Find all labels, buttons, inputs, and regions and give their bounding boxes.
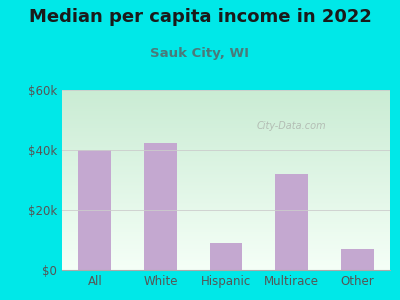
- Bar: [275, 174, 308, 270]
- Text: City-Data.com: City-Data.com: [257, 121, 326, 131]
- Text: Sauk City, WI: Sauk City, WI: [150, 46, 250, 59]
- Text: Median per capita income in 2022: Median per capita income in 2022: [28, 8, 372, 26]
- Bar: [341, 249, 374, 270]
- Bar: [144, 142, 177, 270]
- Bar: [78, 150, 111, 270]
- Bar: [210, 243, 242, 270]
